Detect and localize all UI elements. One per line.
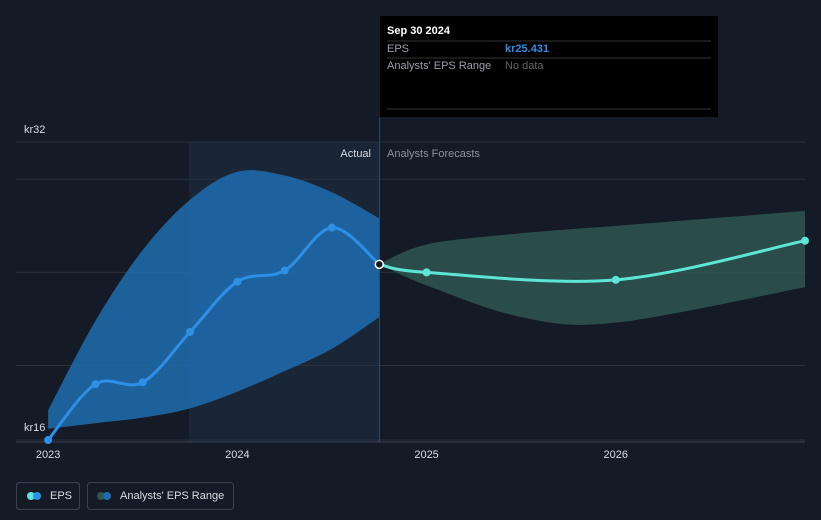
eps-line [378, 239, 806, 283]
legend-swatch [103, 492, 111, 500]
range-area [379, 210, 805, 325]
tooltip-row-value: kr25.431 [505, 43, 549, 55]
legend: EPS Analysts' EPS Range [16, 482, 234, 510]
tooltip-row-label: EPS [387, 43, 409, 55]
eps-point [374, 259, 385, 270]
eps-point [233, 277, 242, 286]
tooltip-box [380, 16, 718, 117]
legend-swatch [97, 492, 105, 500]
legend-label: EPS [50, 490, 72, 502]
y-tick-label: kr32 [24, 124, 45, 136]
forecast-label: Analysts Forecasts [387, 148, 480, 160]
tooltip-row-value: No data [505, 60, 544, 72]
y-tick-label: kr16 [24, 422, 45, 434]
eps-point [91, 380, 100, 389]
tooltip-date: Sep 30 2024 [387, 25, 451, 37]
legend-swatch [27, 492, 35, 500]
range-area [48, 170, 380, 429]
actual-label: Actual [340, 148, 371, 160]
eps-point [44, 436, 53, 444]
legend-label: Analysts' EPS Range [120, 490, 224, 502]
eps-point [801, 236, 809, 245]
eps-point [186, 327, 195, 336]
tooltip: Sep 30 2024 EPS kr25.431 Analysts' EPS R… [380, 16, 718, 117]
x-tick-label: 2025 [414, 449, 438, 461]
tooltip-row-label: Analysts' EPS Range [387, 60, 491, 72]
eps-point [138, 378, 147, 387]
legend-item-box[interactable] [87, 482, 234, 510]
eps-point [611, 275, 620, 284]
x-tick-label: 2023 [36, 449, 60, 461]
legend-item-box[interactable] [16, 482, 80, 510]
eps-point [327, 223, 336, 232]
eps-point [280, 266, 289, 275]
eps-point [422, 268, 431, 277]
x-tick-label: 2026 [604, 449, 628, 461]
x-tick-label: 2024 [225, 449, 249, 461]
legend-swatch [33, 492, 41, 500]
